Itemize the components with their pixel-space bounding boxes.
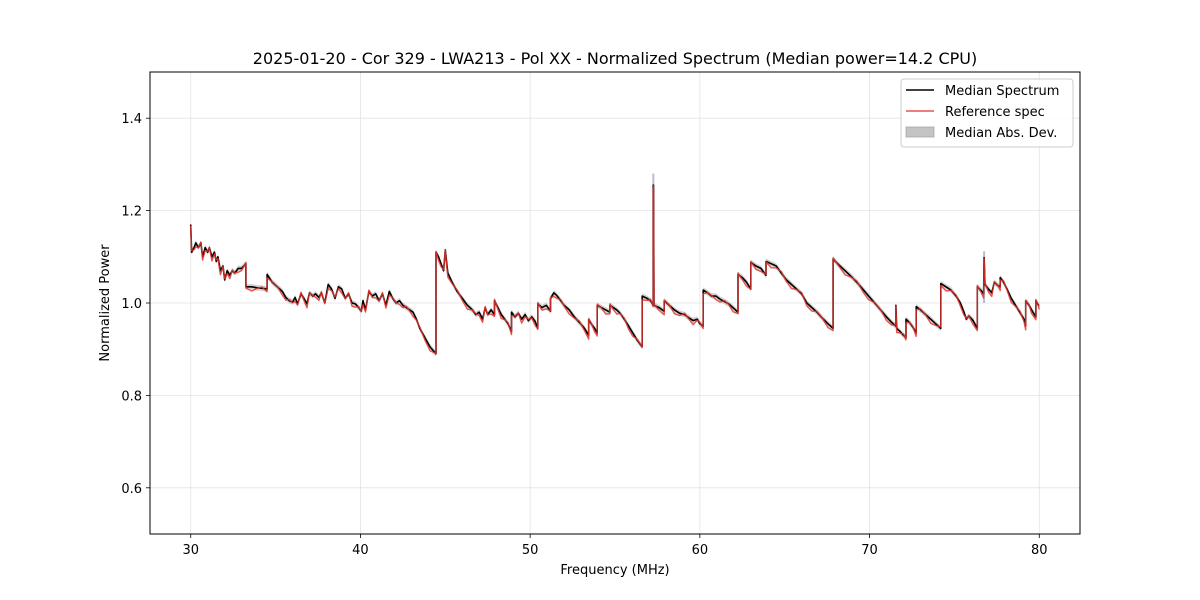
y-tick-label: 0.6 — [121, 482, 142, 497]
chart-title: 2025-01-20 - Cor 329 - LWA213 - Pol XX -… — [253, 49, 977, 68]
y-tick-label: 1.2 — [121, 205, 142, 220]
reference-spectrum-line — [190, 185, 1040, 355]
y-axis-label: Normalized Power — [98, 244, 113, 362]
x-tick-label: 60 — [692, 543, 709, 558]
legend-label-median: Median Spectrum — [945, 84, 1059, 99]
legend-label-mad: Median Abs. Dev. — [945, 126, 1057, 141]
legend: Median Spectrum Reference spec Median Ab… — [900, 78, 1074, 148]
y-tick-label: 1.0 — [121, 297, 142, 312]
legend-label-reference: Reference spec — [945, 105, 1045, 120]
ticks: 30 40 50 60 70 80 0.6 0.8 1.0 1.2 1.4 — [121, 112, 1047, 558]
x-tick-label: 70 — [861, 543, 878, 558]
y-tick-label: 1.4 — [121, 112, 142, 127]
y-tick-label: 0.8 — [121, 389, 142, 404]
legend-box — [900, 78, 1074, 148]
legend-swatch-mad — [905, 126, 935, 138]
x-tick-label: 80 — [1031, 543, 1048, 558]
x-tick-label: 40 — [352, 543, 369, 558]
data-layer — [189, 173, 1040, 357]
x-axis-label: Frequency (MHz) — [560, 563, 669, 578]
x-tick-label: 30 — [182, 543, 199, 558]
x-tick-label: 50 — [522, 543, 539, 558]
